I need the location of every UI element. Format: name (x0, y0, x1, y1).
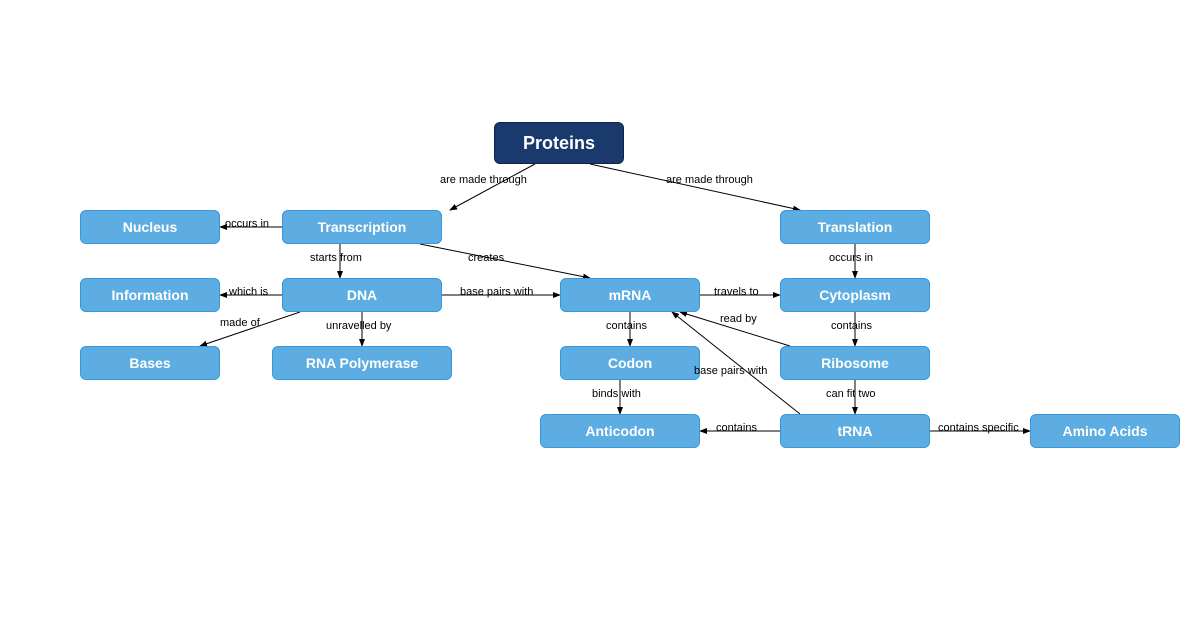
edge-label-trna-mrna: base pairs with (694, 365, 767, 377)
edge-label-translation-cytoplasm: occurs in (829, 252, 873, 264)
node-codon[interactable]: Codon (560, 346, 700, 380)
node-bases[interactable]: Bases (80, 346, 220, 380)
edge-label-trna-aminoacids: contains specific (938, 422, 1019, 434)
node-trna[interactable]: tRNA (780, 414, 930, 448)
edge-label-proteins-translation: are made through (666, 174, 753, 186)
edge-label-proteins-transcription: are made through (440, 174, 527, 186)
edge-label-codon-anticodon: binds with (592, 388, 641, 400)
edges-layer (0, 0, 1200, 630)
node-dna[interactable]: DNA (282, 278, 442, 312)
edge-label-dna-information: which is (229, 286, 268, 298)
edge-label-transcription-nucleus: occurs in (225, 218, 269, 230)
node-proteins[interactable]: Proteins (494, 122, 624, 164)
edge-proteins-translation (590, 164, 800, 210)
edge-label-ribosome-mrna: read by (720, 313, 757, 325)
node-information[interactable]: Information (80, 278, 220, 312)
node-aminoacids[interactable]: Amino Acids (1030, 414, 1180, 448)
edge-proteins-transcription (450, 164, 535, 210)
edge-label-trna-anticodon: contains (716, 422, 757, 434)
node-nucleus[interactable]: Nucleus (80, 210, 220, 244)
node-ribosome[interactable]: Ribosome (780, 346, 930, 380)
edge-label-cytoplasm-ribosome: contains (831, 320, 872, 332)
edge-transcription-mrna (420, 244, 590, 278)
edge-label-dna-bases: made of (220, 317, 260, 329)
node-mrna[interactable]: mRNA (560, 278, 700, 312)
edge-label-transcription-mrna: creates (468, 252, 504, 264)
node-rnapoly[interactable]: RNA Polymerase (272, 346, 452, 380)
node-anticodon[interactable]: Anticodon (540, 414, 700, 448)
node-cytoplasm[interactable]: Cytoplasm (780, 278, 930, 312)
edge-label-mrna-cytoplasm: travels to (714, 286, 759, 298)
node-transcription[interactable]: Transcription (282, 210, 442, 244)
edge-label-dna-rnapoly: unravelled by (326, 320, 391, 332)
edge-label-transcription-dna: starts from (310, 252, 362, 264)
node-translation[interactable]: Translation (780, 210, 930, 244)
edge-label-ribosome-trna: can fit two (826, 388, 876, 400)
edge-label-mrna-codon: contains (606, 320, 647, 332)
edge-label-dna-mrna: base pairs with (460, 286, 533, 298)
